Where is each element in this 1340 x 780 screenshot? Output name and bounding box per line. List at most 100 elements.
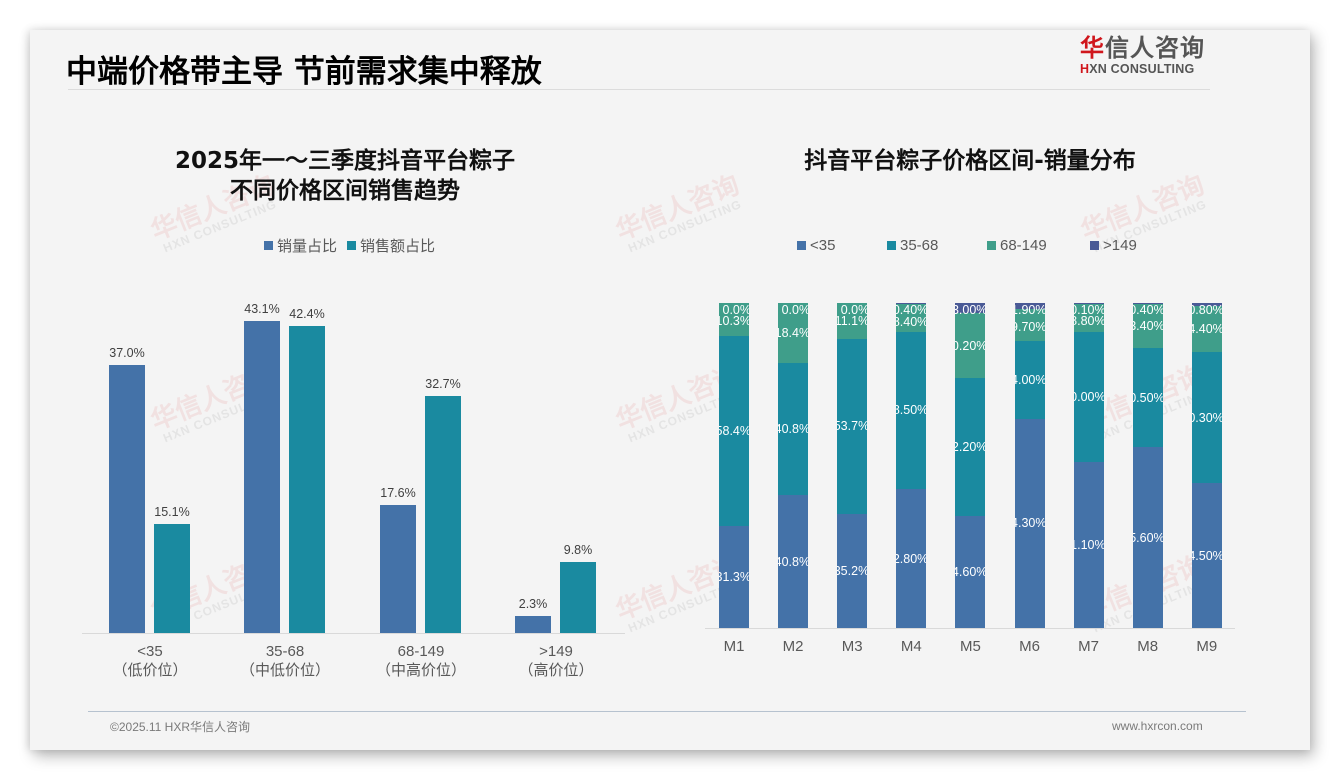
segment-68-149 <box>1073 303 1104 332</box>
legend-item-volume: 销量占比 <box>264 235 337 256</box>
segment-value-label: 40.30% <box>1191 410 1222 425</box>
x-axis-month: M3 <box>841 638 863 655</box>
stacked-bar-M3: 35.2% 53.7% 11.1% 0.0% <box>837 303 868 628</box>
category-range: <35 <box>137 643 163 660</box>
segment-value-label: 14.40% <box>1191 322 1222 336</box>
logo-en-text: XN CONSULTING <box>1089 62 1195 76</box>
bar-value-label: 2.3% <box>518 597 548 612</box>
bar-value-label: 32.7% <box>425 376 461 391</box>
segment-35-68 <box>896 331 927 490</box>
bar-value-label: 15.1% <box>154 504 190 519</box>
segment-value-label: 48.50% <box>896 403 927 418</box>
x-axis-line <box>82 633 625 634</box>
legend-label: 68-149 <box>1000 237 1047 254</box>
bar-volume <box>244 320 280 633</box>
segment-value-label: 10.3% <box>719 314 749 328</box>
logo-en-red: H <box>1080 62 1090 76</box>
slide <box>30 30 1310 750</box>
segment-value-label: 40.8% <box>778 422 809 437</box>
segment-35-68 <box>1132 347 1163 448</box>
segment-68-149 <box>1132 304 1163 348</box>
segment-value-label: 8.40% <box>896 315 927 330</box>
segment->149 <box>955 303 986 313</box>
legend-swatch-icon <box>347 241 357 250</box>
segment-value-label: 51.10% <box>1073 537 1104 552</box>
segment-value-label: 11.1% <box>837 314 868 328</box>
segment-value-label: 34.60% <box>955 564 986 579</box>
segment-value-label: 18.4% <box>778 325 809 340</box>
x-axis-month: M9 <box>1196 638 1218 655</box>
x-axis-month: M8 <box>1137 638 1159 655</box>
segment-value-label: 8.80% <box>1073 314 1104 329</box>
segment-value-label: 0.80% <box>1191 303 1222 317</box>
segment-<35 <box>1132 447 1163 628</box>
segment-value-label: 31.3% <box>719 570 749 585</box>
segment-68-149 <box>1191 305 1222 353</box>
segment-35-68 <box>778 362 809 496</box>
segment-value-label: 0.40% <box>896 303 927 317</box>
segment-value-label: 3.00% <box>955 303 986 317</box>
left-chart-title: 2025年一～三季度抖音平台粽子 不同价格区间销售趋势 <box>60 146 630 206</box>
segment->149 <box>1014 303 1045 310</box>
x-axis-month: M1 <box>723 638 745 655</box>
x-axis-month: M5 <box>959 638 981 655</box>
segment-68-149 <box>955 312 986 379</box>
title-divider <box>68 89 1210 90</box>
left-chart-title-line1: 2025年一～三季度抖音平台粽子 <box>174 148 515 174</box>
segment-35-68 <box>1191 352 1222 484</box>
logo-cn-red: 华 <box>1080 34 1105 62</box>
segment-value-label: 0.0% <box>840 303 868 317</box>
category-range: 68-149 <box>397 643 445 660</box>
bar-amount <box>425 395 461 633</box>
segment-<35 <box>778 495 809 628</box>
segment-35-68 <box>1073 331 1104 462</box>
stacked-bar-M7: 51.10% 40.00% 8.80%0.10% <box>1073 303 1104 628</box>
stacked-bar-M2: 40.8% 40.8% 18.4% 0.0% <box>778 303 809 628</box>
bar-value-label: 9.8% <box>563 542 593 557</box>
bar-amount <box>289 325 325 633</box>
segment->149 <box>1132 303 1163 305</box>
footer-website: www.hxrcon.com <box>1112 719 1203 733</box>
legend-label: 销售额占比 <box>360 238 436 255</box>
x-axis-month: M7 <box>1078 638 1100 655</box>
bar-volume <box>515 616 551 633</box>
footer-divider <box>88 711 1246 712</box>
bar-amount <box>560 561 596 633</box>
segment-35-68 <box>719 336 749 527</box>
bar-value-label: 43.1% <box>244 301 280 316</box>
segment-value-label: 55.60% <box>1132 530 1163 545</box>
segment-value-label: 0.10% <box>1073 303 1104 317</box>
legend-item-gt149: >149 <box>1090 237 1137 254</box>
x-axis-month: M4 <box>900 638 922 655</box>
category-range: >149 <box>539 643 573 660</box>
segment-<35 <box>955 515 986 628</box>
segment-value-label: 44.50% <box>1191 548 1222 563</box>
company-logo: 华信人咨询 HXN CONSULTING <box>1080 34 1215 76</box>
legend-item-35-68: 35-68 <box>887 237 987 254</box>
x-axis-month: M6 <box>1019 638 1040 655</box>
segment-68-149 <box>719 303 749 337</box>
legend-item-68-149: 68-149 <box>987 237 1090 254</box>
bar-value-label: 17.6% <box>380 486 416 501</box>
segment-35-68 <box>1014 340 1045 419</box>
bar-volume <box>109 364 145 633</box>
stacked-bar-M9: 44.50% 40.30% 14.40% 0.80% <box>1191 303 1222 628</box>
segment-<35 <box>719 526 749 628</box>
segment-value-label: 53.7% <box>837 419 868 434</box>
segment-value-label: 64.30% <box>1014 516 1045 531</box>
x-axis-line <box>705 628 1235 629</box>
category-tier: （低价位） <box>112 662 188 679</box>
segment-value-label: 42.80% <box>896 551 927 566</box>
segment-value-label: 40.8% <box>778 554 809 569</box>
segment-value-label: 42.20% <box>955 439 986 454</box>
left-chart-legend: 销量占比 销售额占比 <box>264 235 435 256</box>
legend-label: 销量占比 <box>277 238 338 255</box>
segment-value-label: 0.0% <box>781 303 809 317</box>
x-axis-category: 68-149 （中高价位） <box>361 642 481 680</box>
category-tier: （中低价位） <box>239 662 330 679</box>
category-tier: （高价位） <box>518 662 594 679</box>
segment-68-149 <box>896 304 927 332</box>
legend-item-lt35: <35 <box>797 237 887 254</box>
stacked-bar-M4: 42.80% 48.50% 8.40%0.40% <box>896 303 927 628</box>
legend-swatch-icon <box>264 241 273 250</box>
